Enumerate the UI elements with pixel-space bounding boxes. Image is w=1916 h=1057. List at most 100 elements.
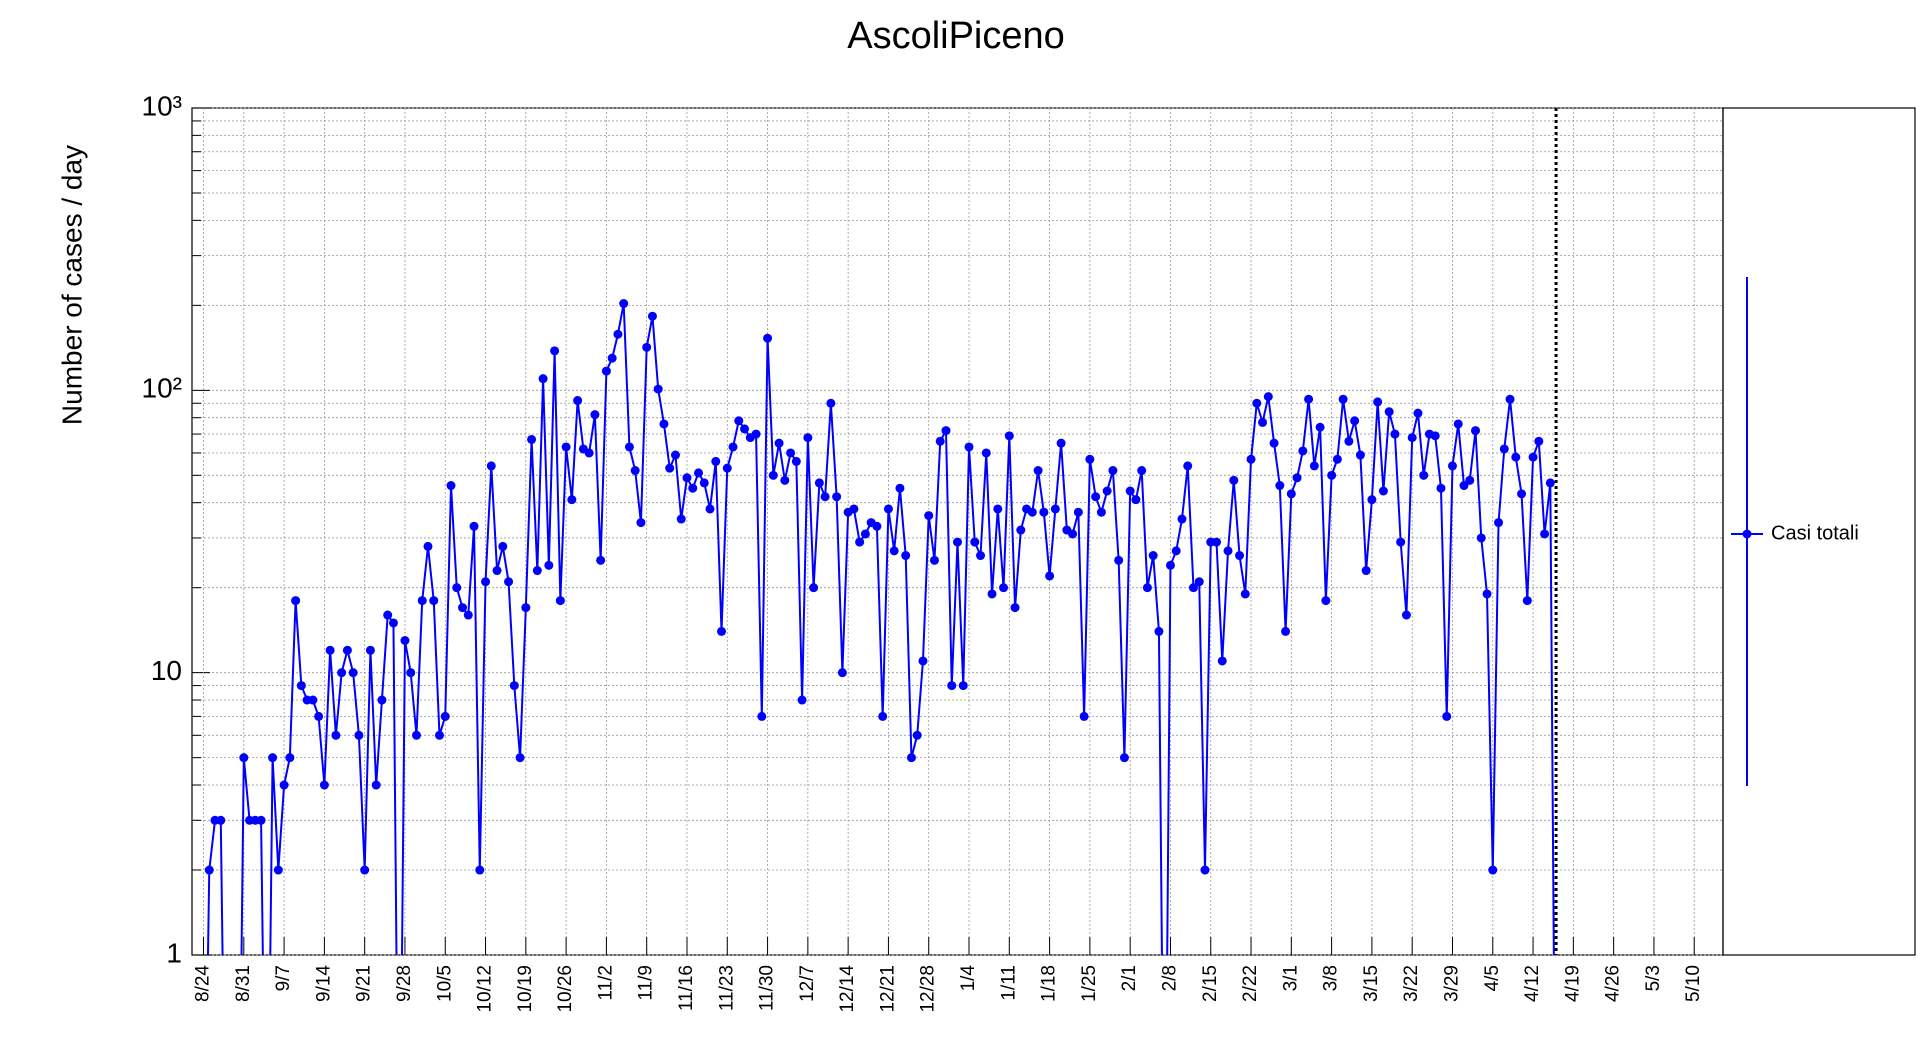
data-point	[285, 753, 295, 763]
data-point	[987, 589, 997, 599]
x-tick-label: 1/11	[998, 965, 1019, 1001]
x-tick-label: 12/28	[918, 965, 939, 1013]
data-point	[1367, 495, 1377, 505]
data-point	[296, 681, 306, 691]
data-point	[555, 596, 565, 606]
data-point	[653, 384, 663, 394]
data-point	[659, 419, 669, 429]
data-point	[647, 311, 657, 321]
data-point	[820, 492, 830, 502]
x-tick-label: 2/15	[1200, 965, 1221, 1002]
data-point	[964, 442, 974, 452]
data-point	[1505, 394, 1515, 404]
data-point	[417, 596, 427, 606]
data-point	[239, 753, 249, 763]
data-point	[728, 442, 738, 452]
data-point	[1131, 495, 1141, 505]
x-tick-label: 5/3	[1643, 965, 1664, 991]
data-point	[722, 463, 732, 473]
data-point	[308, 695, 318, 705]
data-point	[204, 865, 214, 875]
data-point	[1229, 475, 1239, 485]
data-point	[1045, 571, 1055, 581]
data-point	[590, 410, 600, 420]
data-point	[670, 450, 680, 460]
x-tick-label: 2/8	[1159, 965, 1180, 991]
data-point	[918, 656, 928, 666]
data-point	[693, 468, 703, 478]
data-point	[1332, 454, 1342, 464]
data-point	[1298, 446, 1308, 456]
data-point	[791, 456, 801, 466]
data-point	[613, 329, 623, 339]
data-point	[809, 583, 819, 593]
data-point	[521, 603, 531, 613]
data-point	[768, 470, 778, 480]
x-tick-label: 3/8	[1321, 965, 1342, 991]
data-point	[1119, 753, 1129, 763]
data-point	[1476, 533, 1486, 543]
data-point	[1442, 711, 1452, 721]
data-point	[1534, 436, 1544, 446]
data-point	[1321, 596, 1331, 606]
x-tick-label: 10/19	[515, 965, 536, 1013]
data-point	[1096, 507, 1106, 517]
data-point	[872, 521, 882, 531]
data-point	[797, 695, 807, 705]
data-point	[1488, 865, 1498, 875]
y-tick-label: 10	[151, 655, 182, 686]
data-point	[469, 521, 479, 531]
data-point	[1194, 577, 1204, 587]
data-point	[1079, 711, 1089, 721]
data-point	[1154, 626, 1164, 636]
data-point	[1471, 426, 1481, 436]
y-tick-label: 10²	[142, 373, 182, 404]
data-point	[216, 815, 226, 825]
chart-title: AscoliPiceno	[847, 15, 1065, 57]
data-point	[1540, 529, 1550, 539]
data-point	[1407, 433, 1417, 443]
data-point	[1240, 589, 1250, 599]
data-point	[532, 566, 542, 576]
data-point	[1315, 422, 1325, 432]
data-point	[601, 366, 611, 376]
x-tick-label: 12/7	[797, 965, 818, 1002]
data-point	[1545, 478, 1555, 488]
data-point	[1430, 431, 1440, 441]
data-point	[515, 753, 525, 763]
data-point	[1010, 603, 1020, 613]
data-point	[1384, 407, 1394, 417]
data-point	[423, 541, 433, 551]
x-tick-label: 3/29	[1442, 965, 1463, 1002]
data-point	[993, 504, 1003, 514]
data-point	[383, 610, 393, 620]
x-tick-label: 11/9	[636, 965, 657, 1001]
data-point	[279, 780, 289, 790]
x-tick-label: 1/18	[1039, 965, 1060, 1002]
data-point	[561, 442, 571, 452]
data-point	[544, 560, 554, 570]
data-point	[498, 541, 508, 551]
data-point	[699, 478, 709, 488]
data-point	[1085, 454, 1095, 464]
data-point	[774, 438, 784, 448]
data-point	[1396, 537, 1406, 547]
data-point	[878, 711, 888, 721]
data-point	[481, 577, 491, 587]
data-point	[1327, 470, 1337, 480]
data-point	[1361, 566, 1371, 576]
data-point	[1338, 394, 1348, 404]
x-tick-label: 10/26	[555, 965, 576, 1013]
data-point	[999, 583, 1009, 593]
data-point	[1482, 589, 1492, 599]
y-tick-label: 10³	[142, 90, 182, 121]
x-tick-label: 4/5	[1482, 965, 1503, 991]
data-point	[1114, 555, 1124, 565]
data-point	[596, 555, 606, 565]
data-point	[1453, 419, 1463, 429]
data-point	[970, 537, 980, 547]
data-point	[1419, 470, 1429, 480]
data-point	[291, 596, 301, 606]
